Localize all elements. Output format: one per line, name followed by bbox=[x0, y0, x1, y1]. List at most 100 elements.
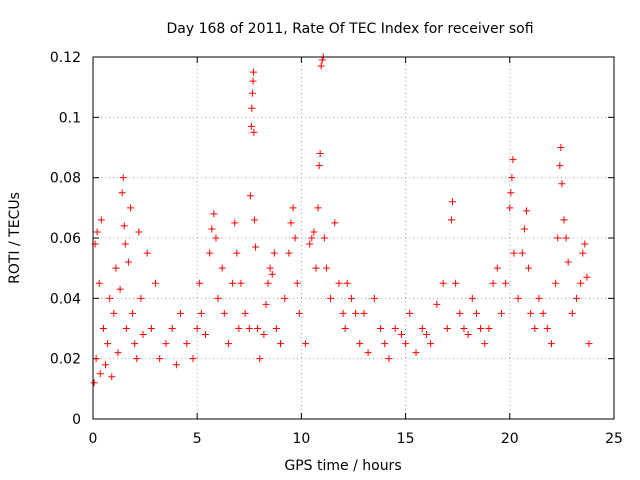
data-point bbox=[320, 234, 328, 242]
x-axis-label: GPS time / hours bbox=[284, 458, 401, 474]
data-point bbox=[189, 355, 197, 363]
data-point bbox=[577, 279, 585, 287]
data-point bbox=[137, 294, 145, 302]
data-point bbox=[131, 340, 139, 348]
data-point bbox=[314, 204, 322, 212]
data-point bbox=[585, 340, 593, 348]
data-point bbox=[427, 340, 435, 348]
data-point bbox=[347, 294, 355, 302]
data-point bbox=[112, 264, 120, 272]
data-point bbox=[522, 207, 530, 215]
data-point bbox=[287, 219, 295, 227]
data-point bbox=[468, 294, 476, 302]
y-axis-label: ROTI / TECUs bbox=[7, 192, 23, 284]
data-point bbox=[391, 325, 399, 332]
data-point bbox=[233, 249, 241, 257]
y-tick-label: 0.06 bbox=[50, 231, 81, 247]
data-point bbox=[514, 294, 522, 302]
data-point bbox=[92, 355, 100, 363]
data-point bbox=[208, 225, 216, 233]
data-point bbox=[493, 264, 501, 272]
data-point bbox=[448, 198, 456, 206]
data-point bbox=[95, 279, 103, 287]
data-point bbox=[385, 355, 393, 363]
data-point bbox=[106, 294, 114, 302]
data-point bbox=[456, 309, 464, 317]
data-point bbox=[477, 325, 485, 332]
y-tick-label: 0.08 bbox=[50, 171, 81, 187]
data-point bbox=[543, 325, 551, 332]
data-point bbox=[262, 300, 270, 308]
data-point bbox=[356, 340, 364, 348]
data-point bbox=[452, 279, 460, 287]
data-point bbox=[318, 56, 326, 64]
data-point bbox=[310, 228, 318, 236]
data-point bbox=[535, 294, 543, 302]
data-point bbox=[509, 156, 517, 164]
data-point bbox=[489, 279, 497, 287]
data-point bbox=[248, 89, 256, 97]
data-point bbox=[556, 162, 564, 170]
data-point bbox=[564, 258, 572, 266]
data-point bbox=[552, 279, 560, 287]
data-point bbox=[249, 77, 257, 85]
data-point bbox=[108, 373, 116, 381]
plot-frame bbox=[92, 56, 615, 420]
data-point bbox=[510, 249, 518, 257]
data-point bbox=[422, 331, 430, 339]
data-point bbox=[110, 309, 118, 317]
data-point bbox=[381, 340, 389, 348]
data-point bbox=[96, 370, 104, 378]
data-point bbox=[116, 285, 124, 293]
data-point bbox=[152, 279, 160, 287]
data-point bbox=[464, 331, 472, 339]
data-point bbox=[583, 273, 591, 281]
data-point bbox=[229, 279, 237, 287]
data-point bbox=[121, 240, 129, 248]
data-point bbox=[214, 294, 222, 302]
data-point bbox=[206, 249, 214, 257]
data-point bbox=[118, 189, 126, 197]
data-point bbox=[235, 325, 243, 332]
data-point bbox=[502, 279, 510, 287]
y-tick-label: 0.02 bbox=[50, 352, 81, 368]
data-point bbox=[460, 325, 468, 332]
data-point bbox=[308, 234, 316, 242]
data-point bbox=[270, 249, 278, 257]
data-point bbox=[272, 325, 280, 332]
data-point bbox=[202, 331, 210, 339]
data-point bbox=[317, 62, 325, 70]
data-point bbox=[579, 249, 587, 257]
data-point bbox=[306, 240, 314, 248]
data-point bbox=[439, 279, 447, 287]
data-point bbox=[143, 249, 151, 257]
data-points bbox=[90, 53, 593, 387]
data-point bbox=[237, 279, 245, 287]
x-tick-label: 10 bbox=[292, 431, 310, 447]
data-point bbox=[295, 309, 303, 317]
data-point bbox=[127, 204, 135, 212]
data-point bbox=[268, 270, 276, 278]
data-point bbox=[539, 309, 547, 317]
data-point bbox=[339, 309, 347, 317]
data-point bbox=[352, 309, 360, 317]
data-point bbox=[562, 234, 570, 242]
y-tick-label: 0.04 bbox=[50, 291, 81, 307]
data-point bbox=[433, 300, 441, 308]
y-tick-label: 0.12 bbox=[50, 50, 81, 66]
data-point bbox=[102, 361, 110, 369]
data-point bbox=[218, 264, 226, 272]
data-point bbox=[246, 192, 254, 200]
data-point bbox=[322, 264, 330, 272]
data-point bbox=[289, 204, 297, 212]
data-point bbox=[520, 225, 528, 233]
data-point bbox=[256, 355, 264, 363]
data-point bbox=[568, 309, 576, 317]
data-point bbox=[370, 294, 378, 302]
y-tick-label: 0.1 bbox=[59, 110, 81, 126]
data-point bbox=[525, 264, 533, 272]
data-point bbox=[472, 309, 480, 317]
data-point bbox=[260, 331, 268, 339]
data-point bbox=[250, 128, 258, 136]
grid bbox=[93, 57, 614, 419]
